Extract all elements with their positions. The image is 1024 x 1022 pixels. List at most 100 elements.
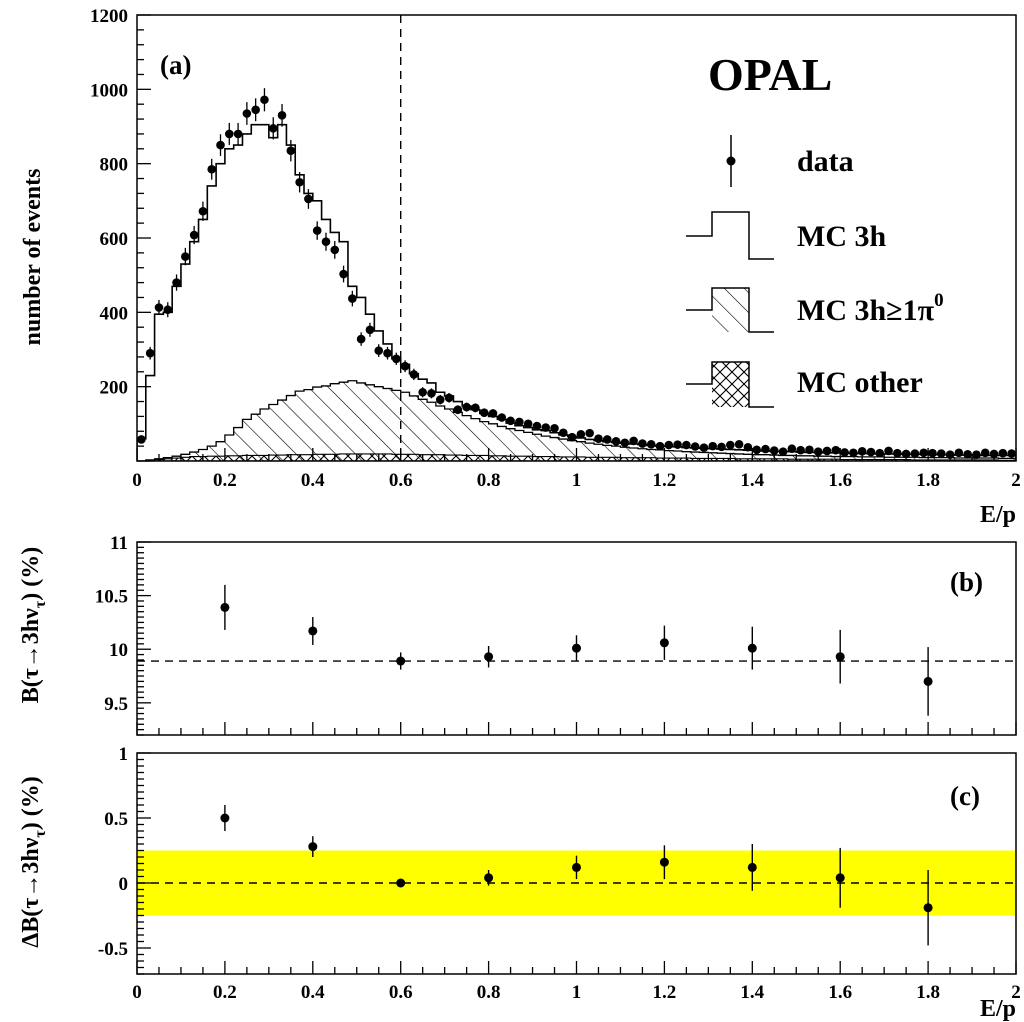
data-point	[356, 334, 366, 344]
data-point	[339, 269, 348, 279]
data-point	[224, 129, 234, 139]
data-point	[471, 403, 480, 413]
legend-data-label: data	[797, 145, 854, 178]
data-point	[761, 444, 770, 454]
delta-point	[923, 903, 933, 913]
legend-data: data	[726, 135, 854, 187]
data-point	[453, 405, 463, 415]
x-tick-label: 1.4	[740, 982, 764, 1003]
data-point	[954, 448, 964, 458]
data-point	[506, 416, 515, 426]
y-tick-label: 0.5	[104, 809, 128, 830]
data-point	[559, 428, 568, 438]
data-point	[717, 442, 726, 452]
data-point	[893, 448, 902, 458]
panel-c-ylabel: ΔB(τ→3hντ) (%)	[18, 776, 49, 948]
data-point	[857, 447, 867, 456]
data-point	[1007, 449, 1016, 458]
panel-a-label: (a)	[160, 50, 191, 80]
legend: data MC 3h MC 3h≥1π0 MC other	[686, 135, 944, 408]
delta-point	[572, 862, 581, 872]
data-point	[260, 95, 269, 105]
data-point	[154, 303, 164, 312]
delta-point	[396, 878, 406, 888]
data-point	[840, 448, 849, 457]
data-point	[172, 278, 181, 287]
legend-mc3h-label: MC 3h	[797, 220, 886, 253]
y-tick-label: -0.5	[98, 939, 128, 960]
data-point	[400, 361, 410, 371]
data-point	[787, 444, 797, 454]
y-tick-label: 800	[100, 155, 129, 176]
data-point	[963, 450, 972, 459]
data-point	[532, 421, 542, 431]
data-point	[778, 447, 788, 457]
x-tick-label: 1	[572, 470, 582, 491]
data-point	[488, 409, 498, 418]
panel-a-xlabel: E/p	[980, 502, 1016, 528]
data-point	[629, 436, 638, 446]
delta-point	[484, 873, 494, 883]
data-point	[980, 448, 990, 458]
x-tick-label: 1.6	[828, 982, 852, 1003]
x-tick-label: 0.2	[213, 982, 237, 1003]
data-point	[409, 370, 419, 379]
data-point	[673, 440, 682, 449]
ratio-point	[308, 626, 318, 636]
data-point	[304, 194, 313, 204]
data-point	[611, 437, 621, 446]
x-tick-label: 1	[572, 982, 582, 1003]
x-tick-label: 0.2	[213, 470, 237, 491]
data-point	[849, 448, 858, 458]
panel-c-delta-branching-ratio: 0 0.2 0.4 0.6 0.8 1 1.2 1.4 1.6 1.8 2 -0.5 0 0.5 1 (c)…	[18, 744, 1021, 1022]
legend-mcother: MC other	[686, 361, 923, 408]
data-point	[198, 206, 208, 216]
data-point	[796, 445, 805, 455]
y-tick-label: 11	[110, 533, 128, 554]
x-tick-label: 0.6	[389, 982, 413, 1003]
data-point	[726, 440, 735, 450]
x-tick-label: 1.2	[653, 982, 677, 1003]
data-point	[910, 449, 920, 458]
x-tick-label: 0.6	[389, 470, 413, 491]
data-point	[462, 402, 471, 412]
x-tick-label: 0.4	[301, 982, 325, 1003]
data-point	[515, 417, 524, 427]
data-point	[875, 448, 885, 458]
data-point	[699, 443, 709, 452]
data-point	[866, 447, 876, 457]
data-point	[936, 449, 946, 458]
ratio-point	[572, 643, 581, 653]
y-tick-label: 10	[109, 640, 128, 661]
data-point	[497, 413, 507, 422]
data-point	[444, 393, 454, 403]
data-point	[602, 435, 612, 444]
data-point	[541, 423, 551, 432]
data-point	[743, 442, 753, 452]
x-tick-label: 0.8	[477, 982, 501, 1003]
data-point	[268, 124, 278, 133]
data-point	[251, 105, 260, 115]
ratio-point	[835, 652, 845, 662]
panel-a-histogram: 0 0.2 0.4 0.6 0.8 1 1.2 1.4 1.6 1.8 2 200 400 600 800 1…	[20, 6, 1021, 528]
data-point	[664, 440, 674, 450]
data-point	[295, 177, 304, 187]
x-tick-label: 2	[1011, 982, 1021, 1003]
data-point	[576, 429, 586, 439]
opal-label: OPAL	[708, 49, 832, 100]
data-point	[638, 439, 647, 448]
x-tick-label: 0.8	[477, 470, 501, 491]
data-point	[972, 450, 981, 459]
data-point	[181, 252, 190, 261]
x-tick-label: 0	[132, 982, 142, 1003]
delta-point	[220, 813, 230, 823]
ratio-point	[396, 656, 406, 666]
data-point	[734, 439, 744, 449]
data-point	[233, 129, 243, 139]
data-point	[919, 448, 929, 458]
data-point	[822, 446, 832, 456]
data-point	[427, 389, 436, 398]
delta-point	[747, 862, 757, 872]
data-point	[998, 448, 1008, 458]
